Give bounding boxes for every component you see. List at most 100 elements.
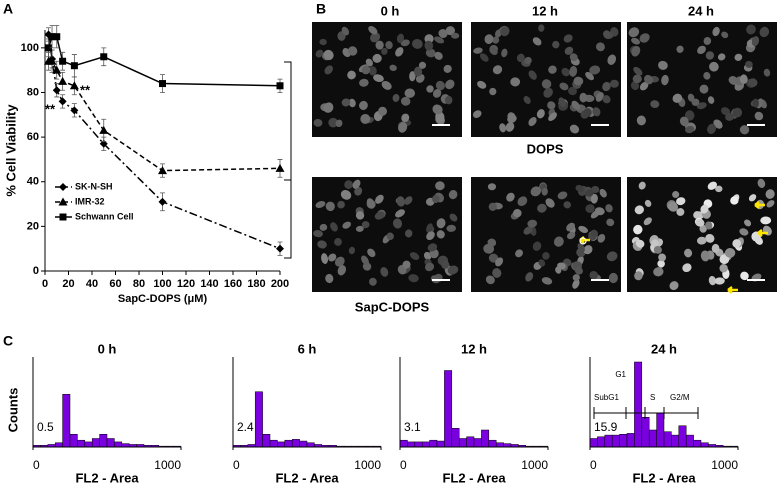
histogram-bar [466,436,475,448]
cell [594,207,605,216]
cell [525,272,534,282]
cell [548,112,557,121]
cell [423,251,432,261]
cell [472,110,482,118]
cell [715,185,723,193]
cell [323,49,334,61]
cell [721,31,729,39]
cell [605,204,613,213]
point [69,81,79,90]
cell [739,74,748,85]
cell [691,98,700,106]
cell [585,71,594,81]
cell [744,219,752,227]
histogram-title: 6 h [298,341,317,356]
cell [385,41,393,50]
cell [684,110,695,121]
point [275,163,285,172]
cell [487,183,497,191]
cell [319,223,328,231]
point [70,106,79,115]
cell [328,253,337,262]
cell [685,125,695,134]
x-tick-label: 1000 [354,458,381,472]
cell [705,233,715,243]
cell [732,239,741,248]
y-tick-label: 60 [27,131,39,143]
x-tick-label: 180 [247,278,265,290]
cell [566,222,576,232]
cell [635,239,645,248]
histogram-bar [634,361,643,448]
cell [699,224,707,233]
histogram-bar [77,439,86,448]
cell [373,74,384,83]
histogram-bar [481,429,490,448]
cell [361,255,369,266]
cell [489,87,497,96]
cell [400,39,410,47]
cell [606,218,615,227]
cell [759,26,770,38]
histogram-bar [414,441,423,448]
cell [449,213,458,222]
cell [651,239,659,247]
cell [606,251,618,262]
cell [446,224,457,232]
cell [386,232,394,240]
cell [495,257,504,267]
cell [313,230,323,238]
cell [396,33,405,43]
point [52,65,62,74]
cell [739,228,749,236]
cell [631,45,641,57]
cell [703,37,712,45]
legend-marker [59,183,67,191]
histogram-bar [277,441,286,448]
cell [687,93,695,102]
cell [432,194,440,204]
cell [643,74,654,85]
cell [378,106,387,116]
column-title: 12 h [532,3,558,18]
cell [337,265,347,276]
histogram-bar [619,434,628,448]
cell [676,208,685,216]
cell [589,270,599,280]
marker-circle [579,237,587,245]
cell [754,235,763,245]
cell [708,275,717,286]
cell [484,34,494,44]
column-title: 24 h [688,3,714,18]
point [276,244,284,253]
histogram-bar [421,441,430,448]
cell [592,107,601,117]
cell [589,65,601,75]
cell [536,109,545,119]
point [45,44,53,52]
legend-label: IMR-32 [75,196,105,206]
cell [751,36,760,47]
cell [513,208,522,218]
cell [348,246,356,255]
point [58,76,68,85]
cell [499,123,507,133]
cell [404,229,413,238]
x-tick-label: 0 [233,458,240,472]
cell [705,221,713,230]
cell [658,253,667,262]
cell [725,113,735,121]
cell [354,186,363,196]
x-tick-label: 0 [42,278,48,290]
gate-label: S [650,393,655,402]
cell [324,65,333,75]
cell [500,26,510,37]
cell [396,196,406,207]
x-axis-label: FL2 - Area [275,470,339,485]
series-line [47,34,281,250]
histogram-bar [399,439,408,448]
cell [696,236,707,245]
cell [676,45,684,53]
histogram-bar [597,436,606,448]
